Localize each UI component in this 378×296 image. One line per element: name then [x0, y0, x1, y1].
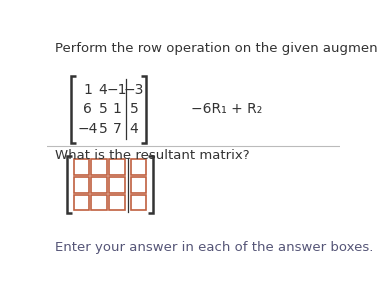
- Bar: [91, 160, 107, 175]
- Text: 6: 6: [83, 102, 92, 116]
- Text: 5: 5: [99, 102, 107, 116]
- Text: −4: −4: [77, 122, 98, 136]
- Text: Enter your answer in each of the answer boxes.: Enter your answer in each of the answer …: [55, 241, 373, 254]
- Bar: [74, 160, 89, 175]
- Bar: [74, 195, 89, 210]
- Bar: [74, 177, 89, 193]
- Text: 5: 5: [99, 122, 107, 136]
- Bar: [131, 177, 146, 193]
- Text: 5: 5: [130, 102, 138, 116]
- Bar: [109, 195, 125, 210]
- Bar: [91, 177, 107, 193]
- Bar: [109, 177, 125, 193]
- Text: −6R₁ + R₂: −6R₁ + R₂: [191, 102, 262, 116]
- Text: 1: 1: [113, 102, 121, 116]
- Bar: [131, 160, 146, 175]
- Bar: [91, 195, 107, 210]
- Text: 4: 4: [130, 122, 138, 136]
- Text: −1: −1: [107, 83, 127, 97]
- Text: 1: 1: [83, 83, 92, 97]
- Bar: [109, 160, 125, 175]
- Text: Perform the row operation on the given augmented matrix.: Perform the row operation on the given a…: [55, 42, 378, 55]
- Text: 4: 4: [99, 83, 107, 97]
- Text: −3: −3: [124, 83, 144, 97]
- Text: 7: 7: [113, 122, 121, 136]
- Bar: [131, 195, 146, 210]
- Text: What is the resultant matrix?: What is the resultant matrix?: [55, 149, 249, 163]
